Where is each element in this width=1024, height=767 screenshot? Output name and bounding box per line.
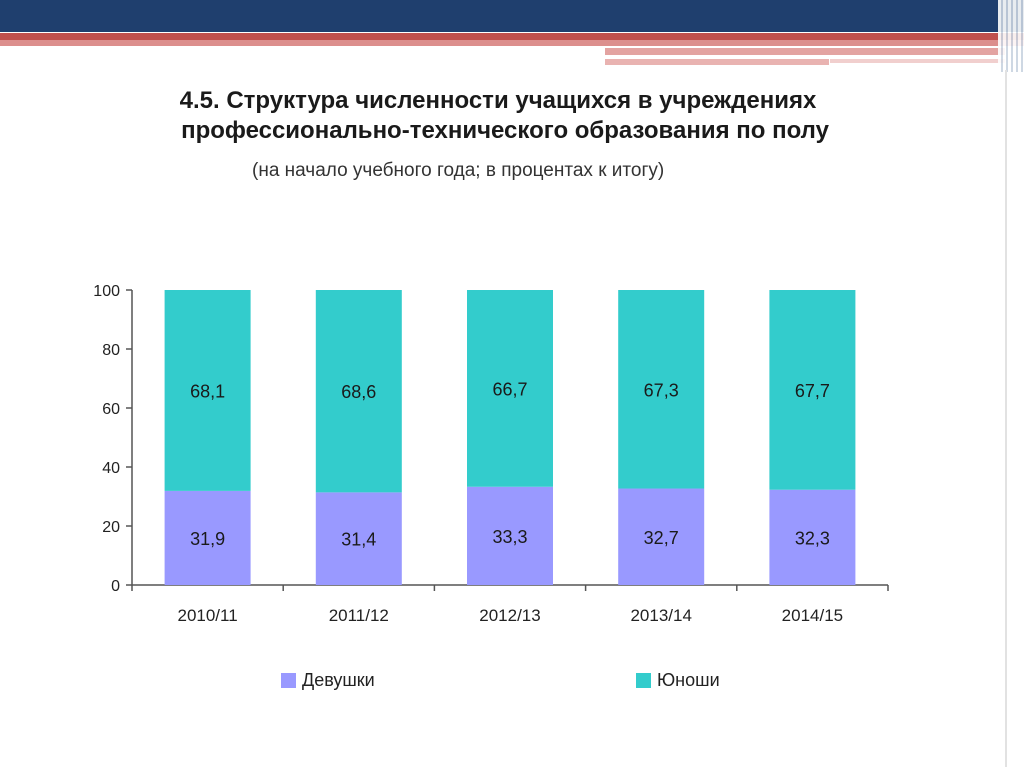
data-label-girls: 31,9 <box>190 529 225 549</box>
y-tick-label: 60 <box>102 401 120 418</box>
bar-boys <box>315 290 402 493</box>
x-tick-label: 2010/11 <box>177 606 237 625</box>
header-band-navy <box>0 0 1024 32</box>
chart-title-line1: 4.5. Структура численности учащихся в уч… <box>179 87 817 114</box>
data-label-girls: 32,7 <box>644 528 679 548</box>
legend-label-girls: Девушки <box>302 669 375 690</box>
chart-title: 4.5. Структура численности учащихся в уч… <box>0 86 1024 146</box>
data-label-girls: 31,4 <box>341 530 376 550</box>
data-label-girls: 33,3 <box>492 527 527 547</box>
data-label-boys: 68,6 <box>341 382 376 402</box>
header-band-pink-short <box>605 59 829 65</box>
header-band-pink <box>605 48 1005 55</box>
y-tick-label: 20 <box>102 519 120 536</box>
bar-girls <box>769 489 856 585</box>
bar-boys <box>618 290 705 489</box>
data-label-boys: 68,1 <box>190 381 225 401</box>
y-tick-label: 80 <box>102 342 120 359</box>
header-band-red <box>0 33 1024 40</box>
data-label-boys: 67,3 <box>644 380 679 400</box>
bar-boys <box>164 290 251 491</box>
data-label-girls: 32,3 <box>795 528 830 548</box>
right-edge-line <box>1005 70 1007 767</box>
bar-girls <box>618 488 705 585</box>
bar-girls <box>315 492 402 585</box>
legend-item-girls: Девушки <box>281 668 375 692</box>
legend-item-boys: Юноши <box>636 668 720 692</box>
chart-title-line2: профессионально-технического образования… <box>181 117 829 144</box>
data-label-boys: 66,7 <box>492 379 527 399</box>
x-tick-label: 2012/13 <box>479 606 540 625</box>
side-stripes <box>998 0 1024 72</box>
header-band-faint <box>830 59 1005 63</box>
bar-boys <box>467 290 553 487</box>
x-tick-label: 2013/14 <box>630 606 691 625</box>
x-tick-label: 2014/15 <box>782 606 843 625</box>
data-label-boys: 67,7 <box>795 381 830 401</box>
chart-subtitle: (на начало учебного года; в процентах к … <box>252 160 665 181</box>
legend-label-boys: Юноши <box>657 669 720 690</box>
y-tick-label: 100 <box>93 283 120 300</box>
bar-girls <box>164 490 251 585</box>
y-tick-label: 40 <box>102 460 120 477</box>
x-tick-label: 2011/12 <box>329 606 389 625</box>
y-tick-label: 0 <box>111 578 120 595</box>
header-band-red-light <box>0 40 1024 46</box>
legend-swatch-girls <box>281 672 296 688</box>
legend-swatch-boys <box>636 672 651 688</box>
bar-girls <box>467 486 553 585</box>
bar-boys <box>769 290 856 490</box>
